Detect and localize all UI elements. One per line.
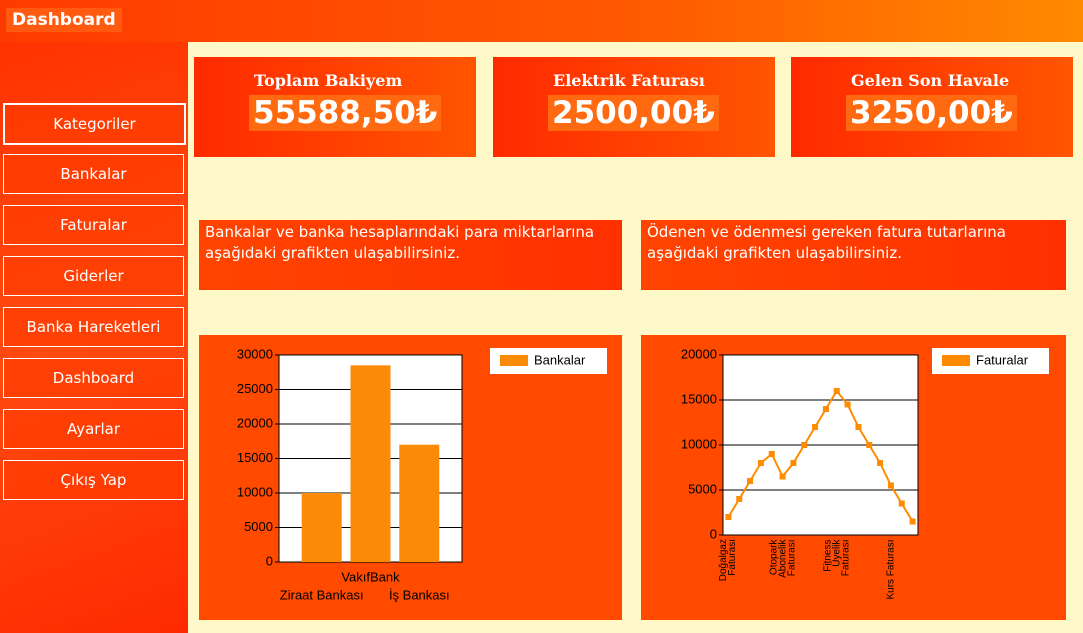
y-tick-label: 5000 — [688, 481, 717, 496]
menu-button[interactable]: Giderler — [3, 256, 184, 296]
y-tick-label: 0 — [266, 553, 273, 568]
menu-button[interactable]: Ayarlar — [3, 409, 184, 449]
marker — [877, 460, 884, 466]
x-tick-label: İş Bankası — [389, 587, 450, 602]
x-tick-label: Kurs Faturası — [885, 539, 897, 600]
chart-panel: 0 5000 10000 15000 20000 Faturalar Doğalgaz F… — [641, 335, 1066, 620]
description: Bankalar ve banka hesaplarındaki para mi… — [199, 220, 622, 290]
card-value: 2500,00₺ — [548, 95, 719, 131]
marker — [887, 482, 894, 489]
marker — [844, 401, 851, 408]
y-tick-label: 15000 — [237, 450, 273, 465]
y-tick-label: 20000 — [237, 415, 273, 430]
y-tick-label: 5000 — [244, 519, 273, 534]
marker — [855, 424, 862, 430]
x-tick-label: Fitness Üyelik Faturası — [822, 539, 852, 576]
menu-button[interactable]: Kategoriler — [3, 103, 186, 145]
header-title: Dashboard — [6, 8, 122, 32]
marker — [898, 500, 905, 507]
marker — [768, 451, 775, 457]
card-title: Gelen Son Havale — [851, 71, 1010, 90]
chart: 0 5000 10000 15000 20000 Faturalar — [681, 346, 1049, 541]
menu-button[interactable]: Dashboard — [3, 358, 184, 398]
marker — [822, 406, 829, 412]
marker — [757, 460, 764, 466]
marker — [779, 473, 786, 480]
card-title: Toplam Bakiyem — [254, 71, 403, 90]
chart: 0 5000 10000 15000 20000 25000 30000 Bankalar Zi… — [237, 346, 607, 602]
card-value: 3250,00₺ — [846, 95, 1017, 131]
legend-label: Bankalar — [534, 352, 586, 367]
legend-swatch — [942, 355, 970, 366]
header — [0, 0, 1083, 42]
marker — [812, 424, 819, 430]
y-tick-label: 0 — [710, 526, 717, 541]
menu-button[interactable]: Faturalar — [3, 205, 184, 245]
y-tick-label: 10000 — [237, 484, 273, 499]
marker — [866, 442, 873, 448]
card-title: Elektrik Faturası — [553, 71, 705, 90]
card-value: 55588,50₺ — [249, 95, 442, 131]
stat-card: Toplam Bakiyem 55588,50₺ — [194, 57, 476, 157]
marker — [801, 442, 808, 448]
chart-panel: 0 5000 10000 15000 20000 25000 30000 Bankalar Zi… — [199, 335, 622, 620]
description: Ödenen ve ödenmesi gereken fatura tutarl… — [641, 220, 1066, 290]
x-tick-label: Ziraat Bankası — [280, 587, 364, 602]
x-tick-label: Doğalgaz Faturası — [718, 539, 739, 582]
y-tick-label: 15000 — [681, 391, 717, 406]
x-tick-label: VakıfBank — [341, 569, 400, 584]
menu-button[interactable]: Bankalar — [3, 154, 184, 194]
x-tick-label: Otopark Abonelik Faturası — [768, 539, 798, 578]
y-tick-label: 25000 — [237, 381, 273, 396]
y-tick-label: 20000 — [681, 346, 717, 361]
bar — [399, 444, 440, 562]
stat-card: Elektrik Faturası 2500,00₺ — [493, 57, 775, 157]
legend-label: Faturalar — [976, 352, 1029, 367]
marker — [736, 496, 743, 502]
legend-swatch — [500, 355, 528, 366]
marker — [909, 518, 916, 525]
stat-card: Gelen Son Havale 3250,00₺ — [791, 57, 1073, 157]
marker — [725, 514, 732, 520]
menu-button[interactable]: Çıkış Yap — [3, 460, 184, 500]
y-tick-label: 10000 — [681, 436, 717, 451]
menu-button[interactable]: Banka Hareketleri — [3, 307, 184, 347]
marker — [790, 460, 797, 466]
bar — [301, 493, 342, 562]
y-tick-label: 30000 — [237, 346, 273, 361]
marker — [833, 388, 840, 394]
bar — [350, 365, 391, 562]
marker — [747, 478, 754, 484]
